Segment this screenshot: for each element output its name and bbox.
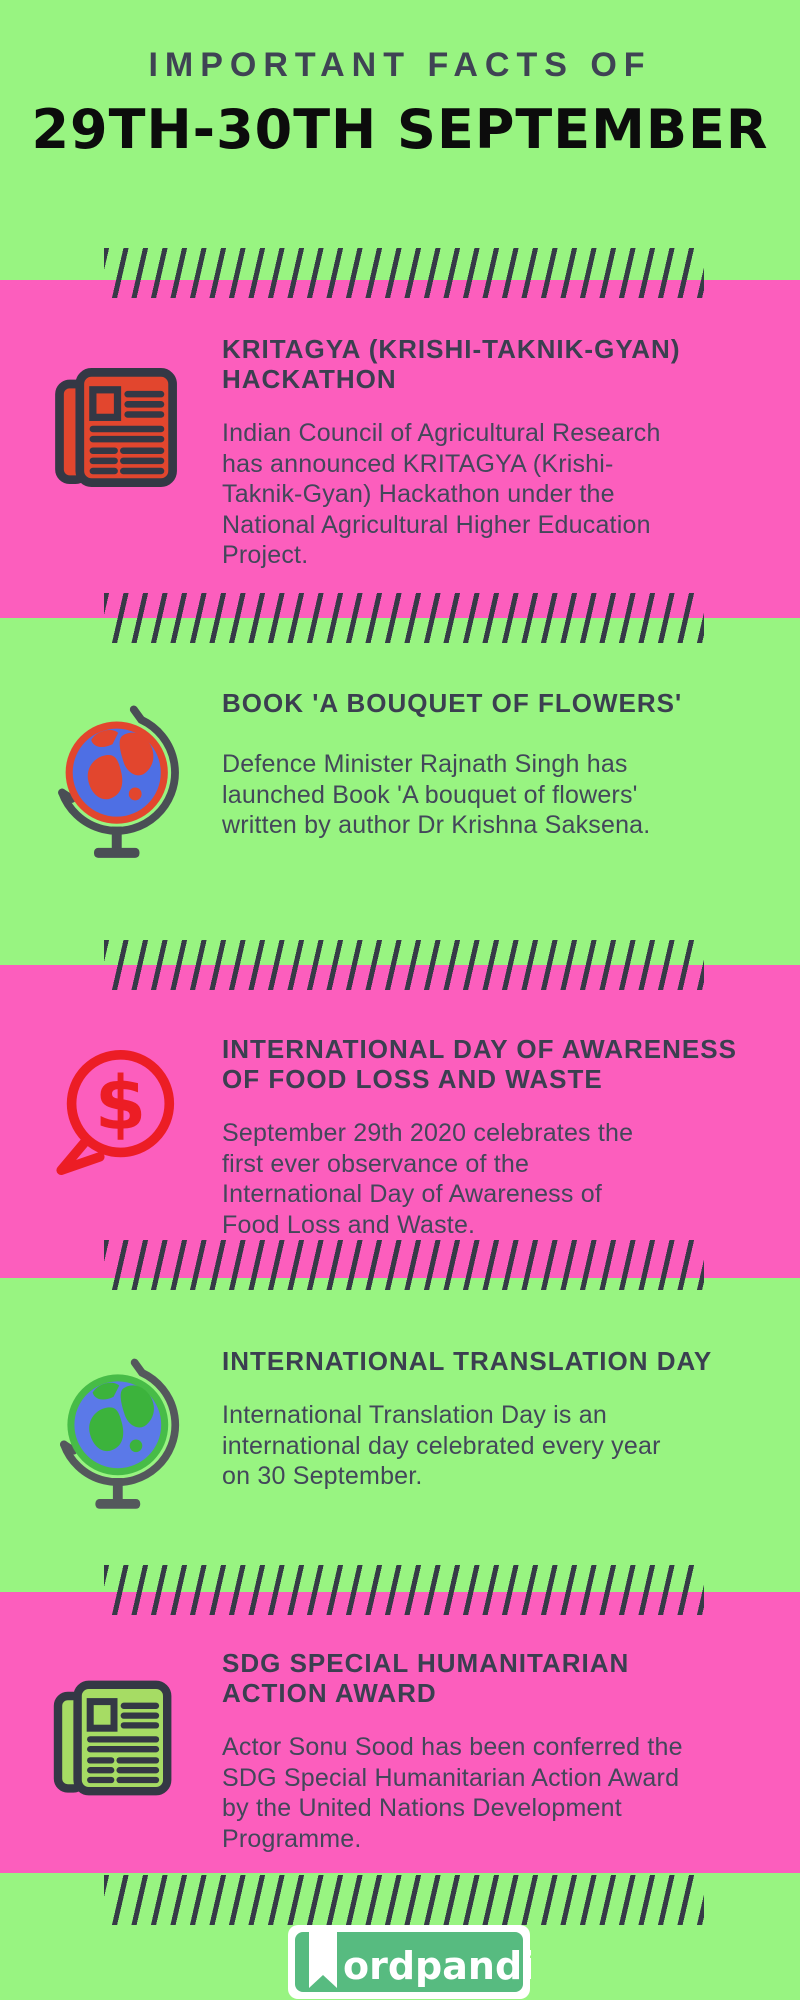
section-title: KRITAGYA (KRISHI-TAKNIK-GYAN) HACKATHON	[222, 334, 681, 394]
section-text: SDG SPECIAL HUMANITARIAN ACTION AWARD Ac…	[222, 1648, 778, 1854]
section-title: BOOK 'A BOUQUET OF FLOWERS'	[222, 688, 683, 718]
section-title: SDG SPECIAL HUMANITARIAN ACTION AWARD	[222, 1648, 630, 1708]
slash-divider-1	[104, 248, 704, 298]
section-body: International Translation Day is an inte…	[222, 1401, 661, 1490]
pink-band-2	[0, 965, 800, 1278]
section-body: September 29th 2020 celebrates the first…	[222, 1119, 634, 1239]
slash-divider-2	[104, 593, 704, 643]
section-body: Indian Council of Agricultural Research …	[222, 419, 661, 569]
section-body: Defence Minister Rajnath Singh has launc…	[222, 750, 651, 839]
section-text: KRITAGYA (KRISHI-TAKNIK-GYAN) HACKATHON …	[222, 334, 778, 571]
wordpandit-logo: ordpandit	[287, 1924, 531, 2000]
globe-red-icon	[50, 693, 192, 875]
section-title: INTERNATIONAL DAY OF AWARENESS OF FOOD L…	[222, 1034, 737, 1094]
logo-text: ordpandit	[343, 1944, 531, 1988]
section-title: INTERNATIONAL TRANSLATION DAY	[222, 1346, 713, 1376]
dollar-speech-bubble-icon: $	[42, 1035, 190, 1187]
newspaper-green-icon	[44, 1668, 184, 1808]
section-body: Actor Sonu Sood has been conferred the S…	[222, 1733, 683, 1853]
section-text: INTERNATIONAL DAY OF AWARENESS OF FOOD L…	[222, 1034, 778, 1240]
globe-green-icon	[52, 1346, 192, 1526]
page-title: IMPORTANT FACTS OF	[148, 46, 652, 84]
slash-divider-6	[104, 1875, 704, 1925]
slash-divider-5	[104, 1565, 704, 1615]
section-text: INTERNATIONAL TRANSLATION DAY Internatio…	[222, 1346, 778, 1492]
svg-text:$: $	[95, 1061, 147, 1147]
newspaper-red-icon	[45, 355, 190, 500]
slash-divider-3	[104, 940, 704, 990]
page-date: 29TH-30TH SEPTEMBER	[31, 98, 769, 161]
slash-divider-4	[104, 1240, 704, 1290]
bookmark-w-icon	[309, 1932, 337, 1988]
section-text: BOOK 'A BOUQUET OF FLOWERS' Defence Mini…	[222, 688, 778, 841]
